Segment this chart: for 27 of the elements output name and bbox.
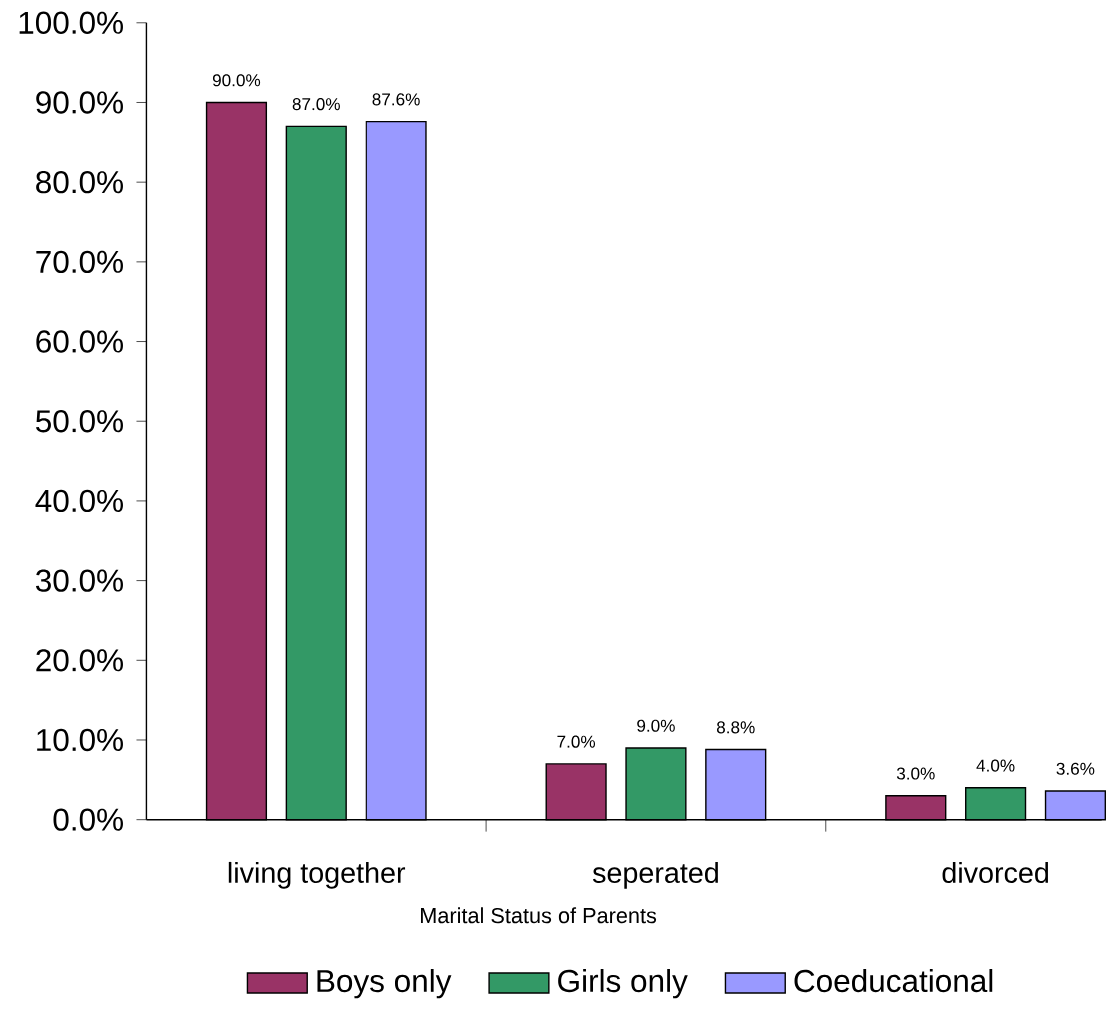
y-tick-label: 40.0% [35, 489, 123, 513]
y-tick-label: 70.0% [36, 250, 123, 273]
data-label: 87.0% [292, 98, 340, 111]
data-label: 4.0% [976, 759, 1015, 772]
x-tick-label: divorced [942, 861, 1048, 883]
data-label: 90.0% [212, 74, 261, 87]
y-tick-label: 0.0% [53, 808, 123, 831]
data-label: 9.0% [637, 719, 675, 732]
legend-label: Girls only [558, 968, 688, 999]
y-tick-label: 20.0% [36, 649, 123, 672]
y-tick-label: 30.0% [35, 569, 123, 592]
y-tick-label: 60.0% [36, 330, 123, 353]
data-label: 87.6% [372, 93, 420, 106]
data-label: 8.8% [716, 721, 755, 734]
y-tick-label: 80.0% [36, 170, 123, 194]
x-tick-label: seperated [592, 861, 718, 889]
y-tick-label: 10.0% [37, 728, 123, 752]
data-label: 7.0% [557, 735, 596, 748]
data-label: 3.6% [1056, 762, 1095, 775]
y-tick-label: 90.0% [36, 91, 123, 114]
x-axis-title: Marital Status of Parents [421, 907, 657, 924]
x-tick-label: living together [228, 861, 406, 889]
y-tick-label: 50.0% [36, 410, 123, 433]
y-tick-label: 100.0% [19, 11, 123, 34]
legend-label: Coeducational [794, 968, 993, 993]
data-label: 3.0% [896, 767, 935, 780]
legend-label: Boys only [317, 968, 452, 999]
